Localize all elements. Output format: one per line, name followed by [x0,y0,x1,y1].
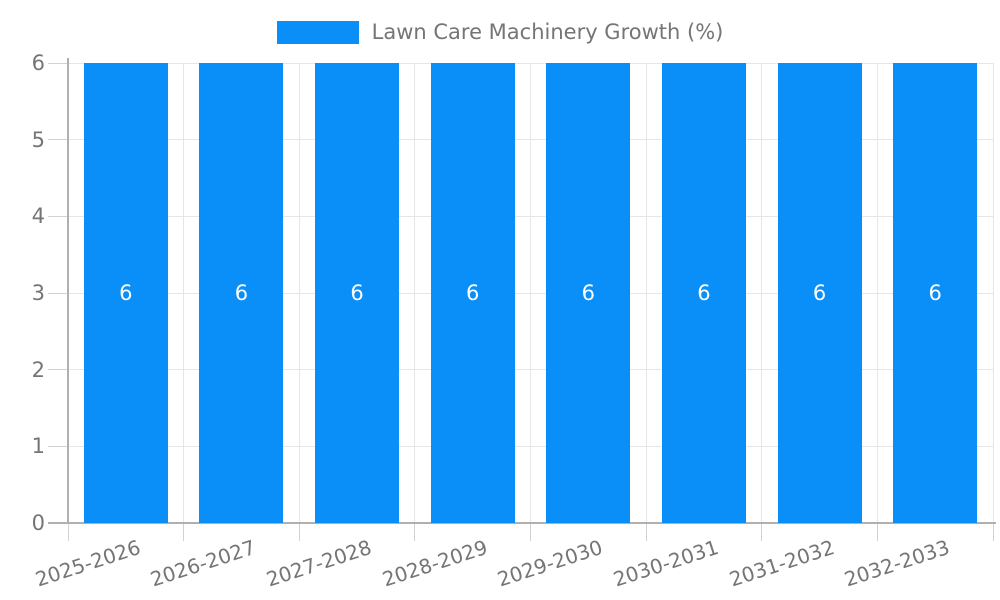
y-axis-tick [48,445,68,447]
v-gridline [530,63,531,523]
y-axis-tick-label: 6 [31,51,45,75]
x-axis-tick [876,523,878,541]
y-axis-tick-label: 3 [31,281,45,305]
bar: 6 [546,63,631,523]
bar-value-label: 6 [697,281,711,305]
v-gridline [992,63,994,523]
legend-label[interactable]: Lawn Care Machinery Growth (%) [371,20,724,44]
legend-swatch[interactable] [276,20,359,44]
x-axis-tick-label: 2028-2029 [379,535,491,592]
x-axis-tick [761,523,763,541]
x-axis-tick [298,523,300,541]
bar-value-label: 6 [812,281,827,305]
y-axis-tick-label: 2 [31,357,45,382]
v-gridline [298,63,300,523]
bar: 6 [199,63,284,523]
v-gridline [645,63,647,523]
v-gridline [761,63,763,523]
v-gridline [414,63,416,523]
y-axis-tick-label: 4 [31,204,45,229]
x-axis-tick [183,523,185,541]
bar: 6 [661,63,746,523]
y-axis-tick [48,369,68,371]
y-axis-tick-label: 5 [31,127,45,152]
bar: 6 [893,63,978,523]
x-axis-tick [530,523,531,541]
y-axis-tick-label: 1 [31,434,45,459]
y-axis-tick [48,292,68,294]
x-axis-tick [992,523,994,541]
bar-value-label: 6 [234,281,249,305]
legend[interactable]: Lawn Care Machinery Growth (%) [0,16,1000,48]
bar-value-label: 6 [466,281,480,305]
bar-value-label: 6 [350,281,364,305]
x-axis-tick-label: 2029-2030 [494,535,606,592]
x-axis-tick [645,523,647,541]
y-axis-tick [48,62,68,64]
y-axis-tick-label: 0 [31,511,45,535]
x-axis-tick-label: 2025-2026 [32,535,144,592]
x-axis-tick-label: 2032-2033 [841,535,953,592]
x-axis-tick-label: 2026-2027 [147,535,259,592]
v-gridline [876,63,878,523]
bar: 6 [430,63,515,523]
y-axis-tick [48,139,68,141]
bar: 6 [315,63,400,523]
y-axis-line [67,58,69,524]
x-axis-tick [414,523,416,541]
bar-value-label: 6 [928,281,942,305]
x-axis-tick-label: 2030-2031 [610,535,722,592]
bar: 6 [83,63,168,523]
x-axis-tick [67,523,69,541]
bar: 6 [777,63,862,523]
v-gridline [183,63,185,523]
x-axis-tick-label: 2027-2028 [263,535,375,592]
bar-value-label: 6 [581,281,595,305]
y-axis-tick [48,215,68,217]
x-axis-tick-label: 2031-2032 [725,535,837,592]
bar-value-label: 6 [119,281,133,305]
x-axis-line [48,522,996,524]
